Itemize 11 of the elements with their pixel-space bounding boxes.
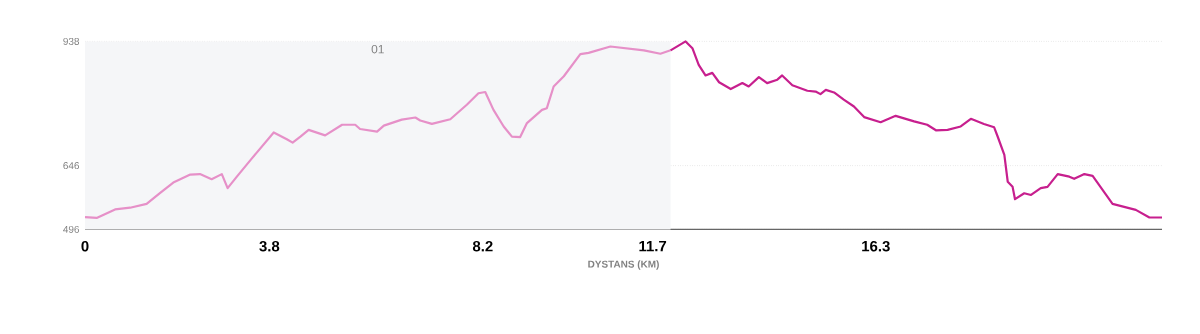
band-label: 01 bbox=[371, 44, 384, 54]
x-axis-title: DYSTANS (KM) bbox=[588, 260, 659, 270]
x-tick-label: 16.3 bbox=[862, 240, 890, 252]
y-tick-label: 646 bbox=[63, 162, 80, 170]
x-tick-label: 0 bbox=[81, 240, 89, 252]
x-tick-label: 11.7 bbox=[639, 240, 667, 252]
x-tick-label: 8.2 bbox=[472, 240, 493, 252]
y-tick-label: 496 bbox=[63, 225, 80, 233]
x-tick-label: 3.8 bbox=[259, 240, 280, 252]
y-tick-label: 938 bbox=[63, 37, 80, 45]
line-series bbox=[669, 40, 1164, 219]
